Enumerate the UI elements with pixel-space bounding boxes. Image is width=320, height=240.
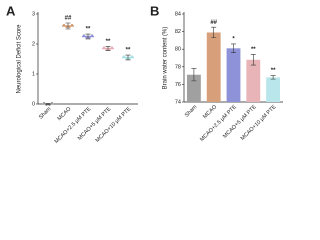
point (130, 55, 134, 58)
point (68, 25, 71, 29)
significance: ** (86, 27, 91, 33)
x-tick-label: MCAO+2.5 μM PTE (199, 104, 238, 143)
point (102, 46, 106, 49)
error-bar (211, 26, 217, 39)
y-tick-label: 2 (32, 41, 35, 47)
y-tick-label: 3 (32, 11, 35, 17)
error-bar (231, 43, 236, 54)
x-tick-label: MCAO (202, 104, 218, 120)
point (90, 34, 94, 37)
y-tick-label: 80 (175, 47, 181, 53)
point (122, 55, 126, 58)
y-tick-label: 0 (32, 101, 35, 107)
error-bar (191, 68, 197, 82)
significance: * (232, 36, 235, 42)
bar (206, 32, 221, 103)
point (42, 101, 46, 105)
significance: ## (65, 16, 72, 22)
error-bar (85, 33, 91, 40)
point (62, 23, 66, 27)
y-tick-label: 82 (175, 29, 181, 35)
page: A Neurological Deficit Score 0 1 2 3 Sham ## MCA… (6, 3, 283, 146)
point (48, 103, 51, 107)
point (88, 36, 91, 39)
point (128, 57, 131, 60)
point (125, 57, 128, 60)
point (108, 48, 111, 51)
x-tick-label: MCAO+2.5 μM PTE (54, 106, 93, 145)
error-bar (65, 22, 71, 30)
significance: ** (126, 48, 131, 54)
x-tick-label: MCAO (57, 106, 73, 122)
error-bar (105, 46, 111, 51)
y-axis-label: Neurological Deficit Score (17, 24, 23, 94)
y-tick-label: 76 (175, 82, 181, 88)
panel-label: B (150, 3, 159, 18)
error-bar (45, 103, 51, 105)
y-axis-label: Brain water content (%) (163, 27, 169, 90)
y-tick-label: 74 (175, 99, 181, 105)
point (82, 34, 86, 37)
x-tick-label: Sham (38, 106, 53, 121)
point (85, 36, 88, 39)
x-tick-label: Sham (184, 104, 199, 119)
y-tick-label: 84 (175, 11, 181, 17)
panel-label: A (6, 3, 16, 18)
significance: ** (271, 68, 276, 74)
bar (226, 48, 241, 102)
error-bar (125, 54, 131, 61)
x-tick-label: MCAO+10 μM PTE (95, 106, 133, 144)
error-bar (270, 75, 276, 80)
bar (246, 59, 261, 102)
point (110, 46, 114, 49)
significance: ** (106, 39, 111, 45)
point (105, 48, 108, 51)
point (70, 23, 74, 27)
x-tick-label: MCAO+10 μM PTE (240, 104, 278, 142)
significance: ** (251, 47, 256, 53)
y-tick-label: 1 (32, 71, 35, 77)
error-bar (250, 54, 256, 66)
y-tick-label: 78 (175, 64, 181, 70)
point (65, 25, 68, 29)
point (50, 101, 54, 105)
significance: ## (210, 20, 217, 26)
bar (186, 74, 201, 102)
bar (266, 77, 281, 102)
